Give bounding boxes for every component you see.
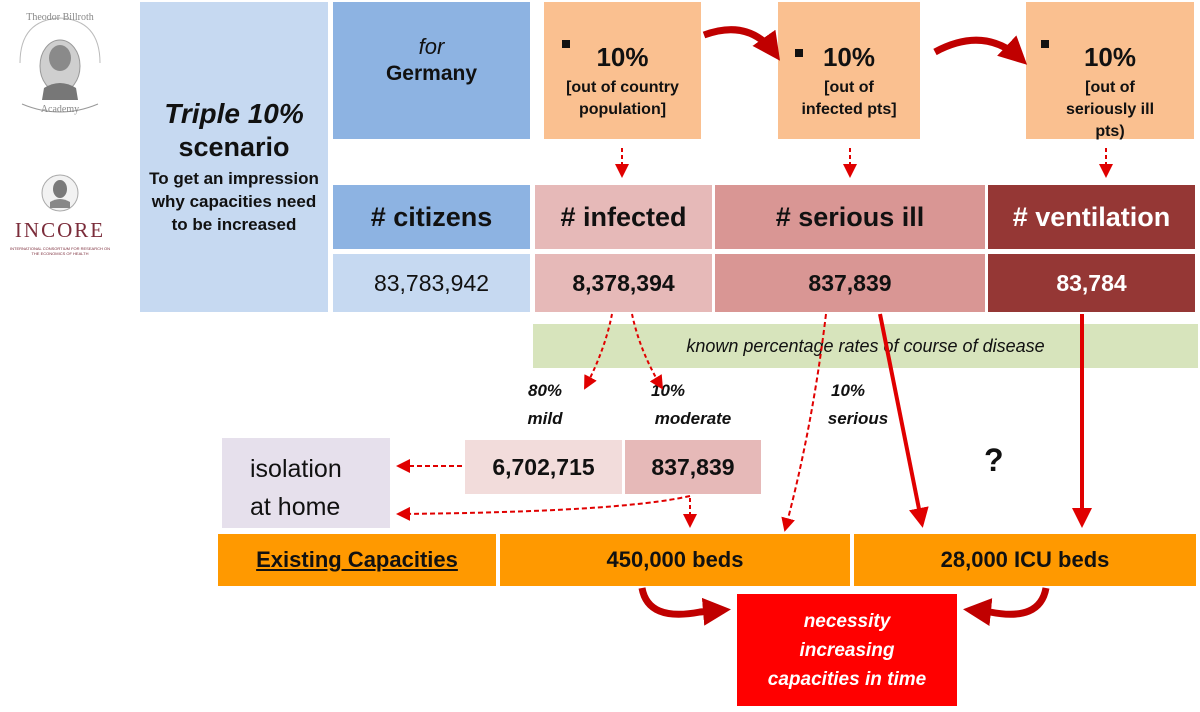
disease-rates-band: known percentage rates of course of dise… xyxy=(533,324,1198,368)
incore-subtitle: INTERNATIONAL CONSORTIUM FOR RESEARCH ON… xyxy=(10,246,110,256)
dashed-arrow-icon xyxy=(396,495,691,521)
country-name: Germany xyxy=(385,62,478,85)
scenario-subtitle: scenario xyxy=(178,132,290,162)
isolation-box: isolation at home xyxy=(222,438,390,528)
percent-box-serious: 10% [out of seriously ill pts) xyxy=(1026,2,1194,140)
header-ventilation: # ventilation xyxy=(988,185,1195,249)
existing-capacities-label: Existing Capacities xyxy=(218,534,496,586)
number-infected: 8,378,394 xyxy=(535,254,712,312)
necessity-line2: increasing xyxy=(799,639,895,661)
incore-name: INCORE xyxy=(14,218,106,242)
existing-capacities-text: Existing Capacities xyxy=(256,547,458,572)
moderate-value: 837,839 xyxy=(625,440,761,494)
billroth-portrait-icon xyxy=(19,17,101,113)
rate-serious-label: serious xyxy=(827,409,889,428)
rate-mild-label: mild xyxy=(527,409,563,428)
percent-value: 10% xyxy=(1083,42,1137,72)
rate-mild-percent: 80% xyxy=(527,381,563,400)
mild-value: 6,702,715 xyxy=(465,440,622,494)
curved-arrow-icon xyxy=(963,587,1050,627)
rate-moderate-percent: 10% xyxy=(650,381,686,400)
incore-logo: INCORE INTERNATIONAL CONSORTIUM FOR RESE… xyxy=(5,168,115,268)
rate-serious: 10% serious xyxy=(818,377,898,433)
scenario-title: Triple 10% xyxy=(164,98,304,129)
percent-label: [out of country population] xyxy=(566,79,679,118)
necessity-line3: capacities in time xyxy=(767,668,927,690)
bullet-icon xyxy=(795,49,803,57)
billroth-logo: Theodor Billroth Academy xyxy=(10,8,110,126)
bullet-icon xyxy=(1041,40,1049,48)
rate-moderate-label: moderate xyxy=(654,409,732,428)
billroth-logo-bottom-text: Academy xyxy=(40,104,80,115)
curved-arrow-icon xyxy=(638,587,731,626)
capacity-beds: 450,000 beds xyxy=(500,534,850,586)
curved-arrow-icon xyxy=(933,35,1028,65)
incore-emblem-icon xyxy=(41,174,79,212)
number-serious: 837,839 xyxy=(715,254,985,312)
percent-label: [out of infected pts] xyxy=(801,79,897,118)
scenario-description: To get an impression why capacities need… xyxy=(149,169,319,234)
country-box: for Germany xyxy=(333,2,530,139)
header-citizens: # citizens xyxy=(333,185,530,249)
isolation-line1: isolation xyxy=(250,455,342,483)
capacity-icu-beds: 28,000 ICU beds xyxy=(854,534,1196,586)
necessity-box: necessity increasing capacities in time xyxy=(737,594,957,706)
scenario-box: Triple 10% scenario To get an impression… xyxy=(140,2,328,312)
percent-label: [out of seriously ill pts) xyxy=(1065,79,1155,140)
number-citizens: 83,783,942 xyxy=(333,254,530,312)
rate-serious-percent: 10% xyxy=(830,381,866,400)
billroth-logo-top-text: Theodor Billroth xyxy=(26,12,94,23)
necessity-line1: necessity xyxy=(803,610,891,632)
country-prefix: for xyxy=(418,34,445,59)
number-ventilation: 83,784 xyxy=(988,254,1195,312)
rate-moderate: 10% moderate xyxy=(638,377,748,433)
header-serious-ill: # serious ill xyxy=(715,185,985,249)
bullet-icon xyxy=(562,40,570,48)
question-mark: ? xyxy=(984,442,1004,478)
isolation-line2: at home xyxy=(250,493,341,521)
percent-value: 10% xyxy=(596,42,649,72)
percent-value: 10% xyxy=(822,42,876,72)
percent-box-population: 10% [out of country population] xyxy=(544,2,701,139)
curved-arrow-icon xyxy=(702,26,781,61)
rate-mild: 80% mild xyxy=(520,377,570,433)
header-infected: # infected xyxy=(535,185,712,249)
percent-box-infected: 10% [out of infected pts] xyxy=(778,2,920,139)
